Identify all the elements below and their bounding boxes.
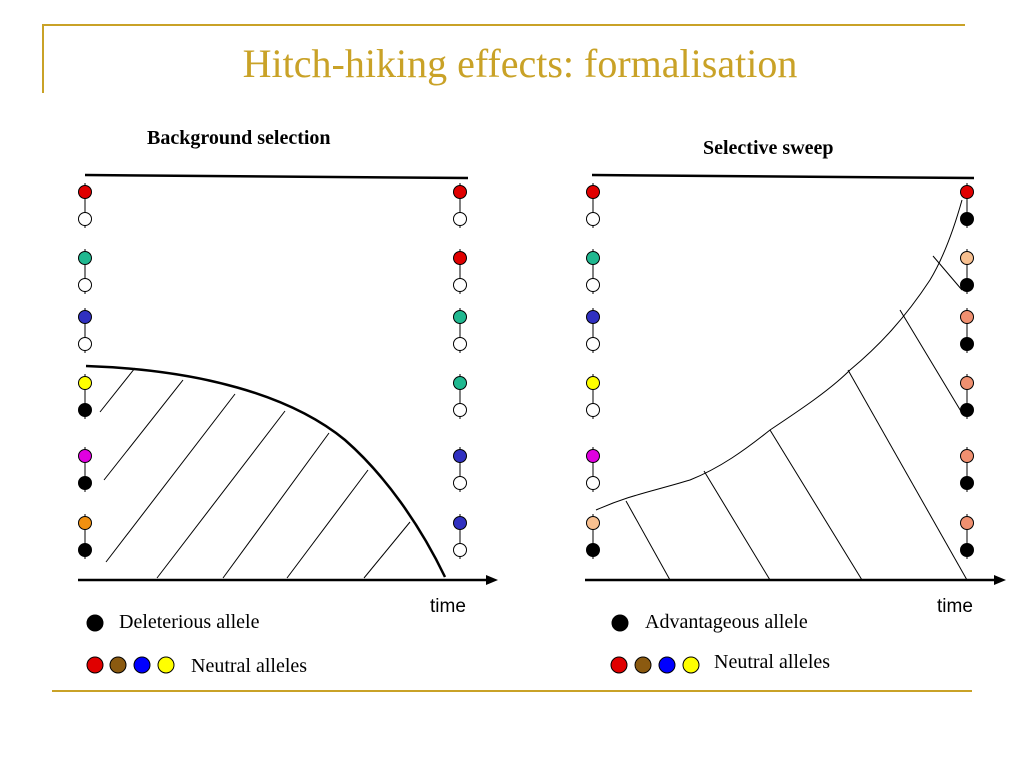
- allele-black: [78, 476, 92, 490]
- allele-black: [960, 403, 974, 417]
- allele-blue: [586, 310, 600, 324]
- allele-salmon: [960, 376, 974, 390]
- top-bar: [591, 173, 975, 180]
- slide-title: Hitch-hiking effects: formalisation: [242, 41, 798, 86]
- allele-empty: [453, 337, 467, 351]
- allele-magenta: [78, 449, 92, 463]
- allele-yellow: [586, 376, 600, 390]
- allele-empty: [453, 278, 467, 292]
- allele-empty: [586, 403, 600, 417]
- legend-blue-dot: [133, 656, 151, 674]
- allele-peach: [960, 251, 974, 265]
- allele-black: [960, 212, 974, 226]
- right-panel-label: Selective sweep: [703, 137, 834, 159]
- legend-yellow-dot: [682, 656, 700, 674]
- left-time-label: time: [430, 596, 466, 617]
- allele-empty: [453, 403, 467, 417]
- allele-salmon: [960, 310, 974, 324]
- selection-curve: [85, 364, 447, 578]
- allele-empty: [586, 337, 600, 351]
- right-time-label: time: [937, 596, 973, 617]
- allele-empty: [586, 476, 600, 490]
- legend-red-dot: [610, 656, 628, 674]
- allele-empty: [586, 212, 600, 226]
- hatch-lines: [99, 367, 411, 579]
- legend-brown-dot: [109, 656, 127, 674]
- allele-green: [453, 310, 467, 324]
- allele-blue: [453, 516, 467, 530]
- allele-red: [960, 185, 974, 199]
- legend-black-dot: [86, 614, 104, 632]
- allele-blue: [453, 449, 467, 463]
- allele-red: [586, 185, 600, 199]
- top-bar: [84, 173, 469, 180]
- allele-red: [78, 185, 92, 199]
- legend-brown-dot: [634, 656, 652, 674]
- allele-red: [453, 185, 467, 199]
- allele-red: [453, 251, 467, 265]
- allele-green: [453, 376, 467, 390]
- allele-empty: [453, 543, 467, 557]
- right-legend-black: Advantageous allele: [645, 611, 808, 633]
- sweep-curve: [595, 199, 963, 511]
- branch-lines: [625, 255, 968, 581]
- legend-blue-dot: [658, 656, 676, 674]
- legend-red-dot: [86, 656, 104, 674]
- allele-empty: [78, 212, 92, 226]
- allele-black: [960, 476, 974, 490]
- allele-black: [960, 543, 974, 557]
- time-axis-arrowhead: [486, 575, 498, 585]
- selective-sweep-diagram: [585, 173, 1006, 674]
- legend-black-dot: [611, 614, 629, 632]
- allele-salmon: [960, 449, 974, 463]
- left-legend-black: Deleterious allele: [119, 611, 260, 633]
- background-selection-diagram: [78, 173, 498, 674]
- allele-empty: [78, 278, 92, 292]
- allele-magenta: [586, 449, 600, 463]
- allele-black: [78, 543, 92, 557]
- legend-yellow-dot: [157, 656, 175, 674]
- time-axis-arrowhead: [994, 575, 1006, 585]
- allele-salmon: [960, 516, 974, 530]
- allele-empty: [453, 212, 467, 226]
- allele-empty: [453, 476, 467, 490]
- allele-peach: [586, 516, 600, 530]
- allele-green: [586, 251, 600, 265]
- allele-empty: [78, 337, 92, 351]
- right-legend-neutral: Neutral alleles: [714, 651, 831, 673]
- allele-orange: [78, 516, 92, 530]
- allele-black: [960, 337, 974, 351]
- left-panel-label: Background selection: [147, 127, 331, 149]
- left-legend-neutral: Neutral alleles: [191, 655, 308, 677]
- allele-black: [960, 278, 974, 292]
- allele-black: [78, 403, 92, 417]
- allele-blue: [78, 310, 92, 324]
- allele-green: [78, 251, 92, 265]
- allele-black: [586, 543, 600, 557]
- allele-yellow: [78, 376, 92, 390]
- allele-empty: [586, 278, 600, 292]
